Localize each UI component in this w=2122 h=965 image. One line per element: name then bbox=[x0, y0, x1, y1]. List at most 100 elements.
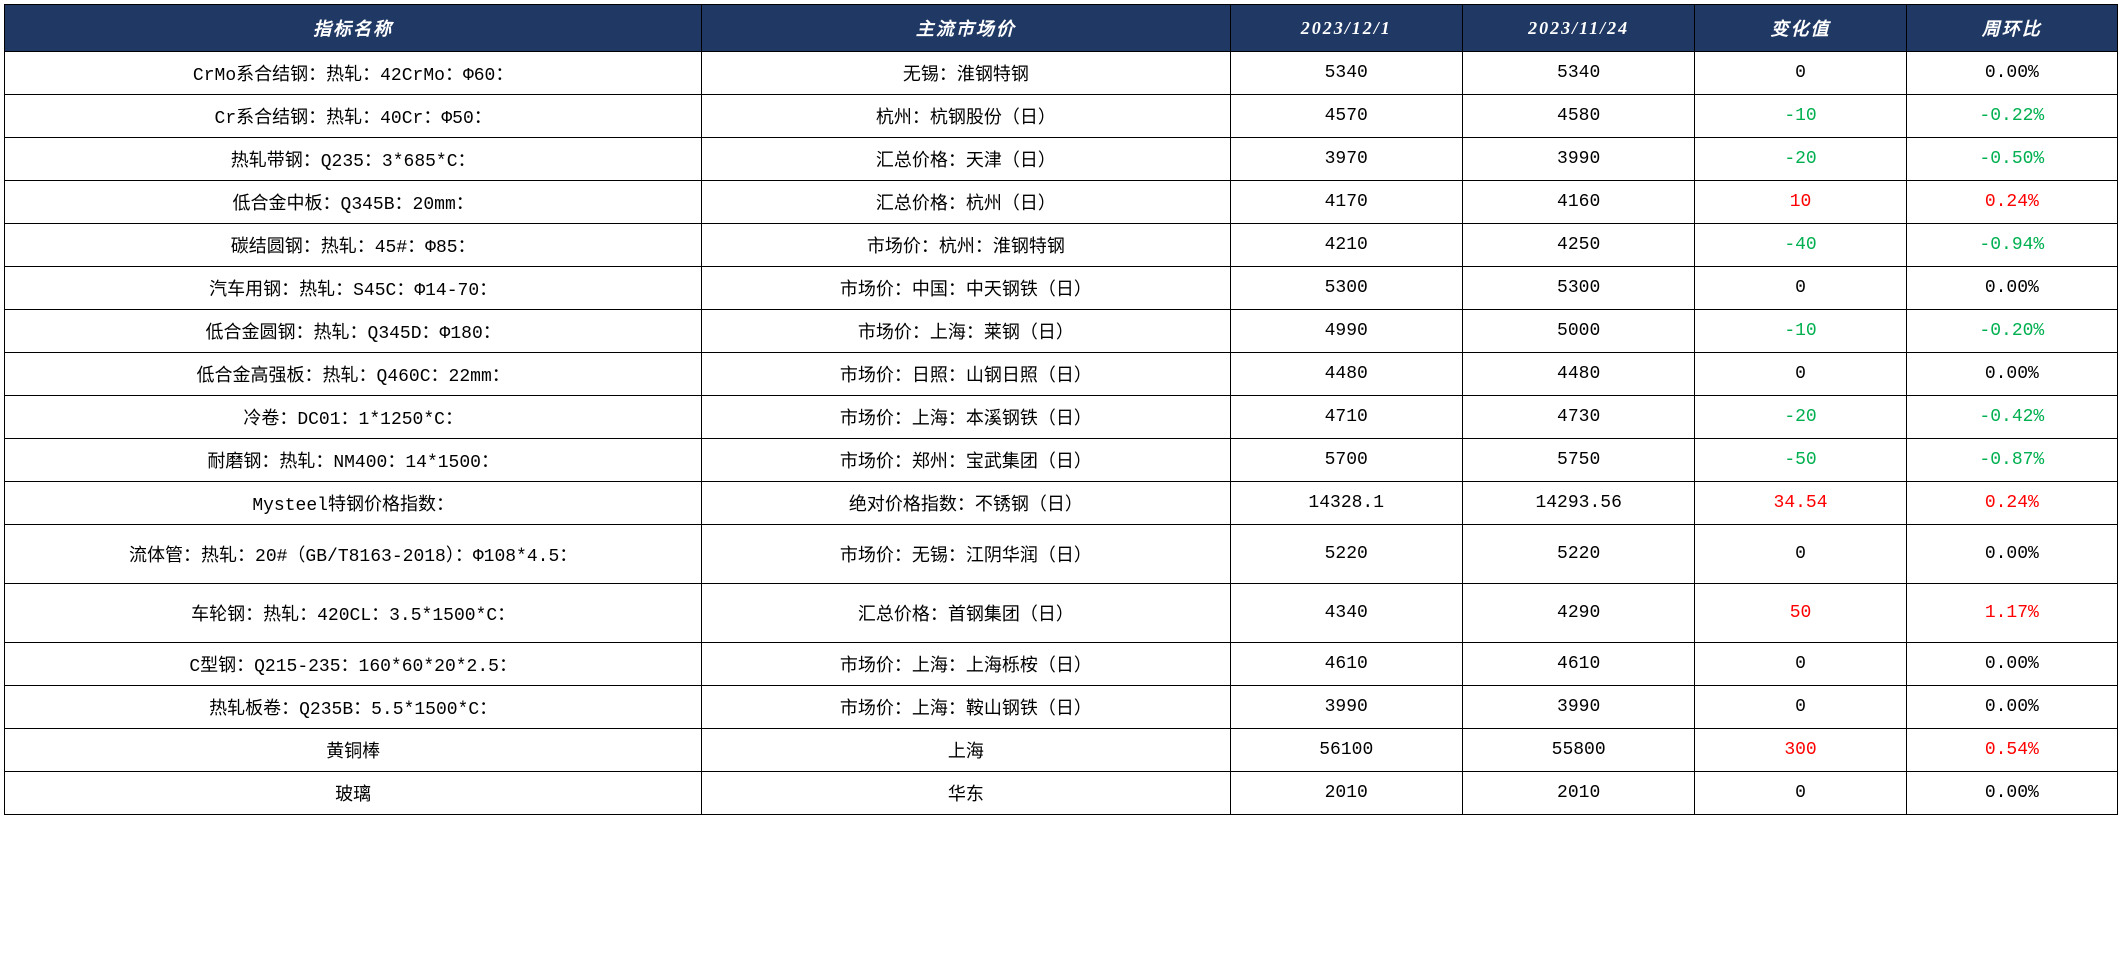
cell-date1: 4480 bbox=[1230, 353, 1462, 396]
cell-date1: 5300 bbox=[1230, 267, 1462, 310]
cell-change: 0 bbox=[1695, 772, 1906, 815]
table-row: 低合金高强板：热轧：Q460C：22mm：市场价：日照：山钢日照（日）44804… bbox=[5, 353, 2118, 396]
cell-change: 0 bbox=[1695, 686, 1906, 729]
cell-date2: 4480 bbox=[1462, 353, 1694, 396]
table-row: Mysteel特钢价格指数：绝对价格指数：不锈钢（日）14328.114293.… bbox=[5, 482, 2118, 525]
cell-date1: 14328.1 bbox=[1230, 482, 1462, 525]
cell-date1: 4710 bbox=[1230, 396, 1462, 439]
cell-change: -10 bbox=[1695, 310, 1906, 353]
cell-name: 车轮钢：热轧：420CL：3.5*1500*C： bbox=[5, 584, 702, 643]
cell-pct: -0.87% bbox=[1906, 439, 2117, 482]
cell-name: C型钢：Q215-235：160*60*20*2.5： bbox=[5, 643, 702, 686]
cell-market: 市场价：上海：本溪钢铁（日） bbox=[702, 396, 1230, 439]
table-row: 流体管：热轧：20#（GB/T8163-2018）：Φ108*4.5：市场价：无… bbox=[5, 525, 2118, 584]
cell-name: Cr系合结钢：热轧：40Cr：Φ50： bbox=[5, 95, 702, 138]
table-row: 黄铜棒上海56100558003000.54% bbox=[5, 729, 2118, 772]
cell-date1: 4990 bbox=[1230, 310, 1462, 353]
cell-change: -40 bbox=[1695, 224, 1906, 267]
cell-pct: 0.00% bbox=[1906, 525, 2117, 584]
table-row: 碳结圆钢：热轧：45#：Φ85：市场价：杭州：淮钢特钢42104250-40-0… bbox=[5, 224, 2118, 267]
cell-name: 汽车用钢：热轧：S45C：Φ14-70： bbox=[5, 267, 702, 310]
cell-name: 耐磨钢：热轧：NM400：14*1500： bbox=[5, 439, 702, 482]
cell-date1: 4610 bbox=[1230, 643, 1462, 686]
cell-change: -10 bbox=[1695, 95, 1906, 138]
cell-date1: 5220 bbox=[1230, 525, 1462, 584]
cell-pct: -0.94% bbox=[1906, 224, 2117, 267]
cell-pct: 0.24% bbox=[1906, 181, 2117, 224]
cell-name: CrMo系合结钢：热轧：42CrMo：Φ60： bbox=[5, 52, 702, 95]
cell-date2: 5340 bbox=[1462, 52, 1694, 95]
cell-date2: 3990 bbox=[1462, 686, 1694, 729]
cell-date1: 4340 bbox=[1230, 584, 1462, 643]
cell-change: -20 bbox=[1695, 396, 1906, 439]
table-row: 汽车用钢：热轧：S45C：Φ14-70：市场价：中国：中天钢铁（日）530053… bbox=[5, 267, 2118, 310]
cell-pct: 0.00% bbox=[1906, 353, 2117, 396]
cell-name: 冷卷：DC01：1*1250*C： bbox=[5, 396, 702, 439]
cell-change: -50 bbox=[1695, 439, 1906, 482]
cell-date1: 4210 bbox=[1230, 224, 1462, 267]
table-row: 低合金圆钢：热轧：Q345D：Φ180：市场价：上海：莱钢（日）49905000… bbox=[5, 310, 2118, 353]
cell-market: 华东 bbox=[702, 772, 1230, 815]
cell-pct: 1.17% bbox=[1906, 584, 2117, 643]
table-row: 热轧带钢：Q235：3*685*C：汇总价格：天津（日）39703990-20-… bbox=[5, 138, 2118, 181]
cell-date1: 3970 bbox=[1230, 138, 1462, 181]
cell-date1: 5700 bbox=[1230, 439, 1462, 482]
cell-market: 市场价：郑州：宝武集团（日） bbox=[702, 439, 1230, 482]
cell-market: 绝对价格指数：不锈钢（日） bbox=[702, 482, 1230, 525]
table-row: 热轧板卷：Q235B：5.5*1500*C：市场价：上海：鞍山钢铁（日）3990… bbox=[5, 686, 2118, 729]
cell-name: 热轧带钢：Q235：3*685*C： bbox=[5, 138, 702, 181]
cell-change: 0 bbox=[1695, 525, 1906, 584]
cell-market: 杭州：杭钢股份（日） bbox=[702, 95, 1230, 138]
cell-date1: 4570 bbox=[1230, 95, 1462, 138]
col-header-date2: 2023/11/24 bbox=[1462, 5, 1694, 52]
col-header-change: 变化值 bbox=[1695, 5, 1906, 52]
cell-market: 市场价：日照：山钢日照（日） bbox=[702, 353, 1230, 396]
cell-date2: 4160 bbox=[1462, 181, 1694, 224]
cell-name: Mysteel特钢价格指数： bbox=[5, 482, 702, 525]
table-header: 指标名称 主流市场价 2023/12/1 2023/11/24 变化值 周环比 bbox=[5, 5, 2118, 52]
cell-pct: 0.00% bbox=[1906, 52, 2117, 95]
table-row: Cr系合结钢：热轧：40Cr：Φ50：杭州：杭钢股份（日）45704580-10… bbox=[5, 95, 2118, 138]
cell-change: 0 bbox=[1695, 353, 1906, 396]
cell-change: 50 bbox=[1695, 584, 1906, 643]
cell-date1: 56100 bbox=[1230, 729, 1462, 772]
cell-name: 低合金中板：Q345B：20mm： bbox=[5, 181, 702, 224]
cell-date1: 4170 bbox=[1230, 181, 1462, 224]
table-row: 车轮钢：热轧：420CL：3.5*1500*C：汇总价格：首钢集团（日）4340… bbox=[5, 584, 2118, 643]
cell-date1: 3990 bbox=[1230, 686, 1462, 729]
cell-date2: 4580 bbox=[1462, 95, 1694, 138]
cell-market: 市场价：中国：中天钢铁（日） bbox=[702, 267, 1230, 310]
cell-date1: 5340 bbox=[1230, 52, 1462, 95]
cell-change: 34.54 bbox=[1695, 482, 1906, 525]
cell-date2: 55800 bbox=[1462, 729, 1694, 772]
cell-name: 热轧板卷：Q235B：5.5*1500*C： bbox=[5, 686, 702, 729]
cell-name: 碳结圆钢：热轧：45#：Φ85： bbox=[5, 224, 702, 267]
cell-change: 0 bbox=[1695, 267, 1906, 310]
cell-name: 玻璃 bbox=[5, 772, 702, 815]
cell-change: 0 bbox=[1695, 52, 1906, 95]
cell-date2: 4730 bbox=[1462, 396, 1694, 439]
cell-name: 低合金圆钢：热轧：Q345D：Φ180： bbox=[5, 310, 702, 353]
cell-name: 低合金高强板：热轧：Q460C：22mm： bbox=[5, 353, 702, 396]
col-header-name: 指标名称 bbox=[5, 5, 702, 52]
col-header-pct: 周环比 bbox=[1906, 5, 2117, 52]
cell-pct: 0.00% bbox=[1906, 686, 2117, 729]
cell-change: 0 bbox=[1695, 643, 1906, 686]
cell-pct: 0.54% bbox=[1906, 729, 2117, 772]
table-row: 冷卷：DC01：1*1250*C：市场价：上海：本溪钢铁（日）47104730-… bbox=[5, 396, 2118, 439]
cell-market: 市场价：上海：莱钢（日） bbox=[702, 310, 1230, 353]
cell-pct: 0.00% bbox=[1906, 772, 2117, 815]
table-row: C型钢：Q215-235：160*60*20*2.5：市场价：上海：上海栎桉（日… bbox=[5, 643, 2118, 686]
cell-change: 10 bbox=[1695, 181, 1906, 224]
cell-date2: 2010 bbox=[1462, 772, 1694, 815]
cell-date2: 4250 bbox=[1462, 224, 1694, 267]
table-row: 低合金中板：Q345B：20mm：汇总价格：杭州（日）41704160100.2… bbox=[5, 181, 2118, 224]
cell-change: -20 bbox=[1695, 138, 1906, 181]
cell-date2: 4290 bbox=[1462, 584, 1694, 643]
table-row: 玻璃华东2010201000.00% bbox=[5, 772, 2118, 815]
cell-date2: 5300 bbox=[1462, 267, 1694, 310]
cell-pct: -0.42% bbox=[1906, 396, 2117, 439]
cell-market: 市场价：上海：鞍山钢铁（日） bbox=[702, 686, 1230, 729]
cell-market: 无锡：淮钢特钢 bbox=[702, 52, 1230, 95]
cell-pct: 0.00% bbox=[1906, 267, 2117, 310]
